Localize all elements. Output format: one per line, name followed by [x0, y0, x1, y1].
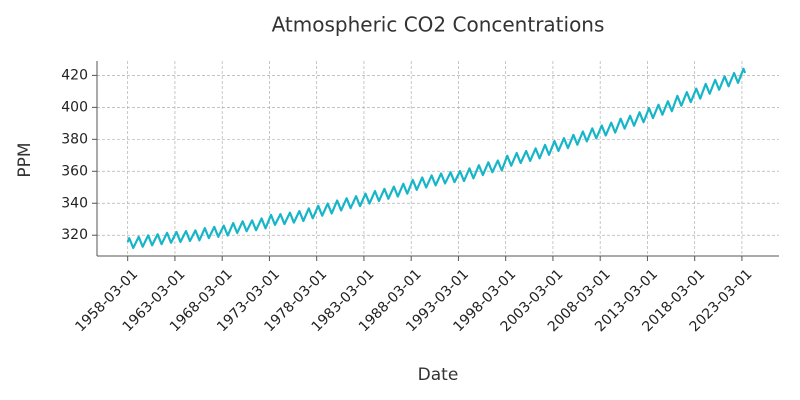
- y-tick-label: 360: [61, 163, 88, 179]
- data-line: [126, 67, 747, 250]
- y-tick-label: 380: [61, 131, 88, 147]
- y-tick-label: 340: [61, 195, 88, 211]
- y-axis-label: PPM: [15, 142, 35, 177]
- x-axis-label: Date: [418, 365, 459, 385]
- chart-title: Atmospheric CO2 Concentrations: [272, 13, 605, 37]
- y-tick-label: 420: [61, 67, 88, 83]
- y-tick-label: 400: [61, 99, 88, 115]
- y-tick-label: 320: [61, 227, 88, 243]
